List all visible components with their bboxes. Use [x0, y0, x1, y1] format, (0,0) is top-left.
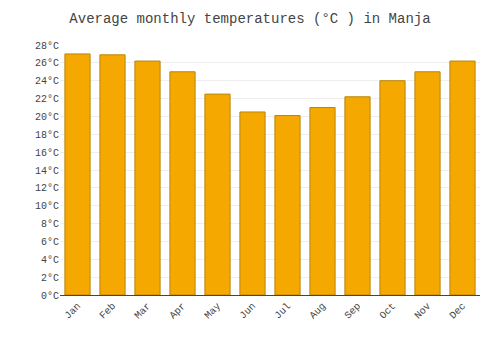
svg-text:Mar: Mar [133, 301, 154, 322]
svg-text:14°C: 14°C [35, 166, 59, 177]
svg-text:18°C: 18°C [35, 130, 59, 141]
svg-text:4°C: 4°C [41, 255, 59, 266]
svg-text:8°C: 8°C [41, 219, 59, 230]
svg-text:Oct: Oct [378, 301, 399, 322]
svg-text:2°C: 2°C [41, 273, 59, 284]
svg-text:Average monthly temperatures (: Average monthly temperatures (°C ) in Ma… [69, 11, 430, 27]
svg-text:24°C: 24°C [35, 76, 59, 87]
svg-text:Jan: Jan [63, 301, 84, 322]
svg-text:Jul: Jul [273, 301, 294, 322]
svg-text:26°C: 26°C [35, 58, 59, 69]
svg-text:Nov: Nov [413, 301, 434, 322]
svg-text:Sep: Sep [343, 301, 364, 322]
svg-text:16°C: 16°C [35, 148, 59, 159]
svg-text:20°C: 20°C [35, 112, 59, 123]
svg-text:Dec: Dec [448, 301, 469, 322]
svg-text:6°C: 6°C [41, 237, 59, 248]
svg-text:May: May [203, 301, 224, 322]
svg-text:0°C: 0°C [41, 291, 59, 302]
svg-text:22°C: 22°C [35, 94, 59, 105]
svg-text:12°C: 12°C [35, 183, 59, 194]
svg-text:Apr: Apr [168, 301, 189, 322]
svg-text:10°C: 10°C [35, 201, 59, 212]
svg-text:28°C: 28°C [35, 41, 59, 52]
svg-text:Feb: Feb [98, 301, 119, 322]
svg-text:Aug: Aug [308, 301, 329, 322]
svg-text:Jun: Jun [238, 301, 259, 322]
